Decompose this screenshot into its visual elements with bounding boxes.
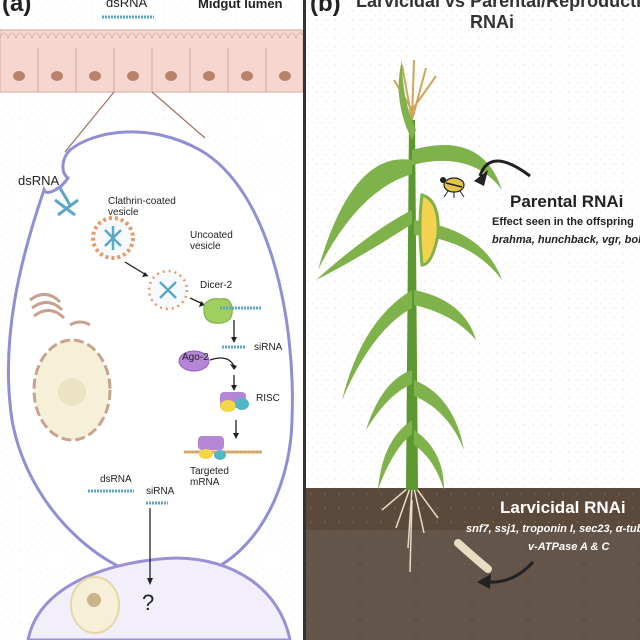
bottom-sirna-label: siRNA — [146, 486, 175, 497]
parental-genes-text: brahma, hunchback, vgr, bol — [492, 234, 640, 246]
dicer-label: Dicer-2 — [200, 280, 233, 291]
parental-rnai-title: Parental RNAi — [510, 192, 624, 211]
corn-plant — [316, 59, 502, 573]
dicer-2 — [203, 298, 262, 324]
risc-label: RISC — [256, 393, 280, 404]
targeted-mrna — [184, 436, 262, 460]
soil — [306, 488, 640, 640]
clathrin-vesicle-label: Clathrin-coated vesicle — [108, 196, 176, 218]
larvicidal-arrow — [477, 560, 535, 589]
panel-b-letter: (b) — [310, 0, 341, 17]
nucleus — [32, 338, 112, 442]
risc-complex — [220, 392, 249, 412]
panel-b-title-line2: RNAi — [470, 12, 514, 32]
panel-divider — [303, 0, 306, 640]
larva-icon — [454, 539, 492, 573]
clathrin-coated-vesicle — [91, 216, 135, 260]
parental-arrow — [474, 159, 531, 186]
sirna-label: siRNA — [254, 342, 283, 353]
ago-2 — [178, 350, 210, 372]
larvicidal-genes-line2: v-ATPase A & C — [528, 541, 610, 553]
midgut-epithelium — [0, 29, 305, 93]
parental-effect-text: Effect seen in the offspring — [492, 216, 634, 228]
uncoated-vesicle — [147, 269, 189, 311]
targeted-mrna-label: Targeted mRNA — [190, 466, 229, 488]
arrow-heads — [142, 272, 239, 585]
membrane-dsrna — [54, 187, 79, 217]
panel-a-letter: (a) — [2, 0, 32, 17]
bottom-cell — [26, 556, 292, 640]
larvicidal-rnai-title: Larvicidal RNAi — [500, 498, 626, 517]
midgut-lumen-label: Midgut lumen — [198, 0, 283, 11]
beetle-icon — [440, 177, 465, 198]
golgi-apparatus — [29, 293, 91, 327]
dsrna-entry-label: dsRNA — [18, 173, 60, 188]
magnified-cell — [6, 130, 294, 582]
uncoated-vesicle-label: Uncoated vesicle — [190, 230, 233, 252]
ago-label: Ago-2 — [182, 352, 209, 363]
larvicidal-genes-line1: snf7, ssj1, troponin I, sec23, α-tubulin — [466, 523, 640, 535]
panel-b-title-line1: Larvicidal vs Parental/Reproductive — [356, 0, 640, 11]
top-dsrna-label: dsRNA — [106, 0, 148, 10]
pathway-arrows — [124, 261, 237, 582]
question-mark: ? — [142, 590, 155, 615]
bottom-dsrna-label: dsRNA — [100, 474, 132, 485]
